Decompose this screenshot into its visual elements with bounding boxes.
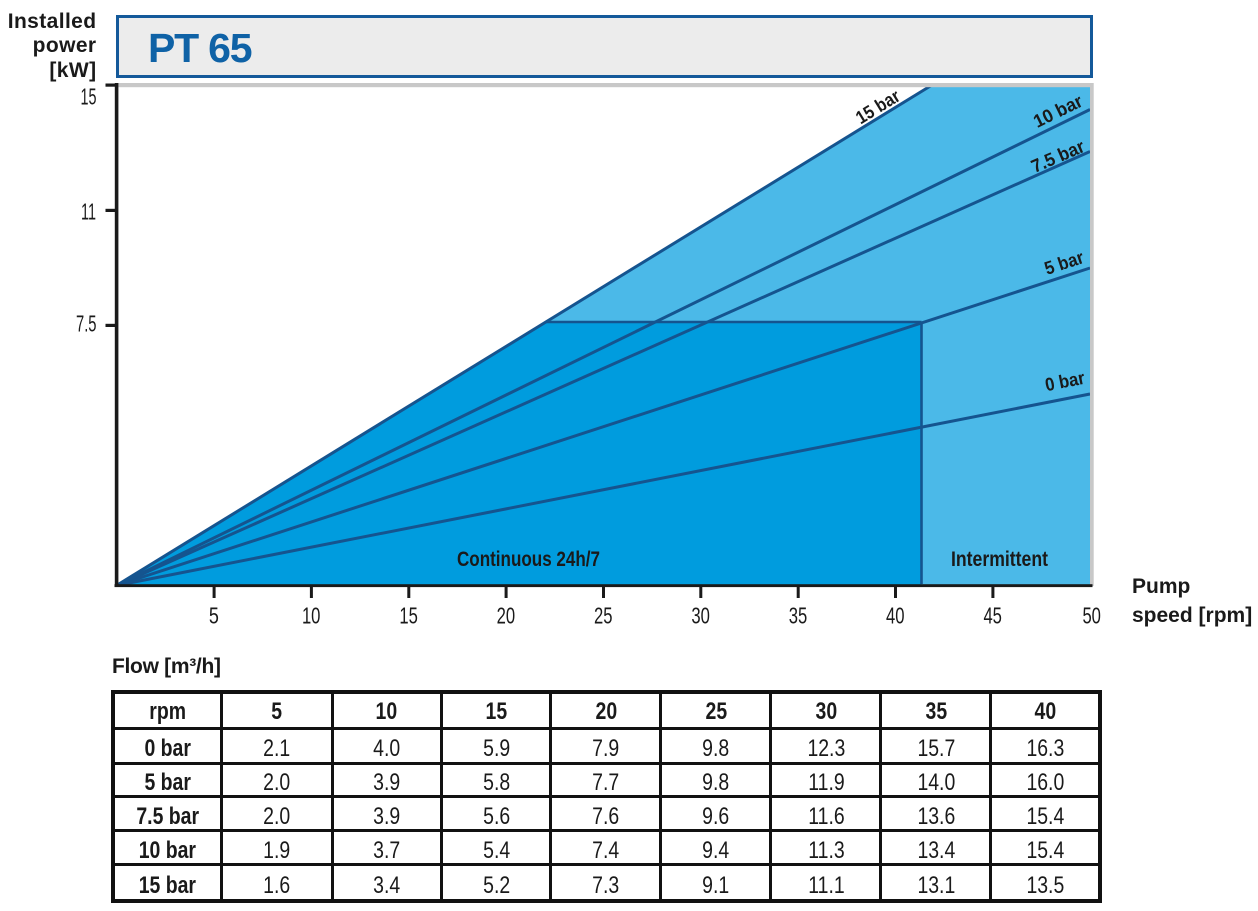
svg-text:20: 20 xyxy=(497,603,516,629)
svg-text:30: 30 xyxy=(691,603,710,629)
svg-text:5: 5 xyxy=(209,603,219,629)
svg-text:11: 11 xyxy=(81,198,96,224)
svg-text:Pump: Pump xyxy=(1132,575,1190,598)
svg-text:45: 45 xyxy=(983,603,1002,629)
svg-text:speed [rpm]: speed [rpm] xyxy=(1132,604,1252,627)
svg-text:Continuous 24h/7: Continuous 24h/7 xyxy=(457,548,600,571)
svg-text:15: 15 xyxy=(81,83,97,109)
svg-text:7.5: 7.5 xyxy=(76,311,97,337)
svg-text:10: 10 xyxy=(302,603,321,629)
svg-text:15: 15 xyxy=(399,603,418,629)
svg-text:50: 50 xyxy=(1082,603,1101,629)
svg-text:Intermittent: Intermittent xyxy=(951,548,1048,571)
svg-text:25: 25 xyxy=(594,603,613,629)
svg-text:35: 35 xyxy=(789,603,808,629)
svg-text:40: 40 xyxy=(886,603,905,629)
